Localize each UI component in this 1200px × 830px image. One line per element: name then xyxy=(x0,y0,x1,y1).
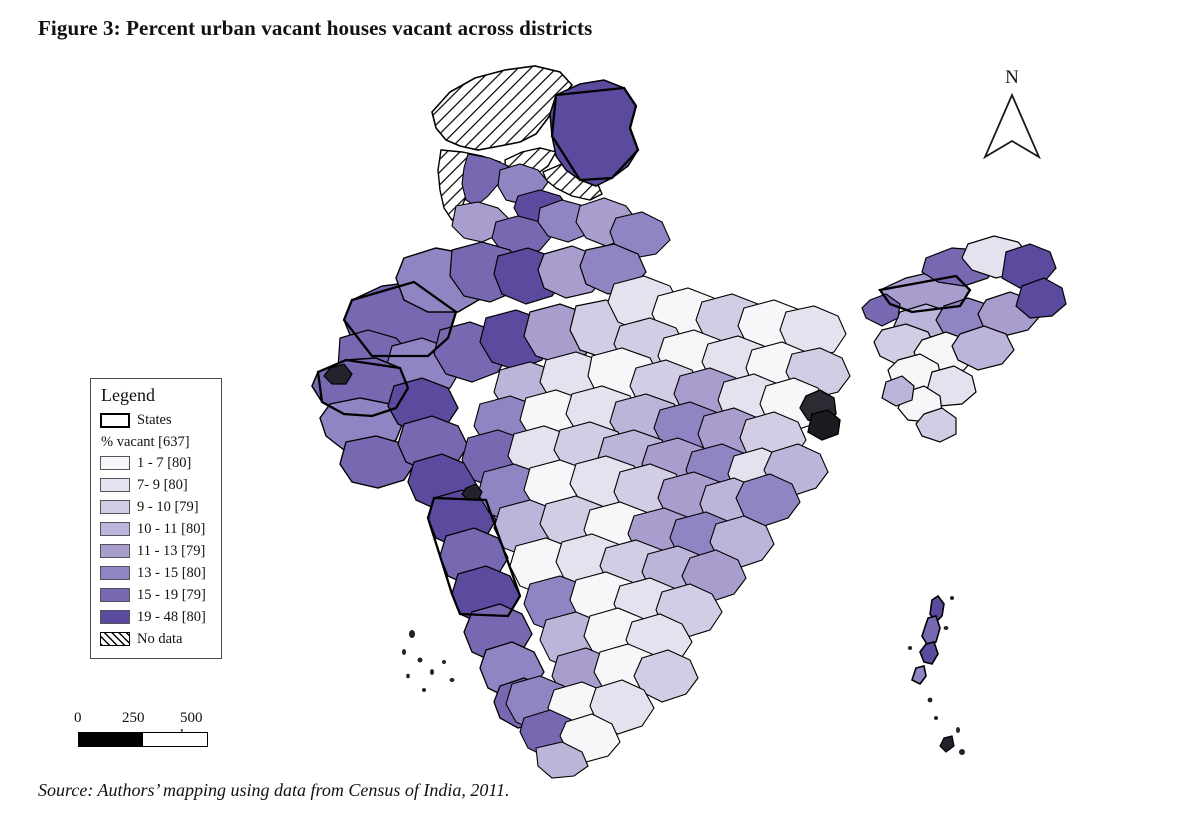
scalebar-graphic xyxy=(78,732,208,747)
class-swatch-3 xyxy=(100,522,130,537)
legend-label-class-7: 19 - 48 [80] xyxy=(137,609,206,626)
legend-row-class-4[interactable]: 11 - 13 [79] xyxy=(100,541,213,562)
legend-row-nodata[interactable]: No data xyxy=(100,629,213,650)
class-swatch-7 xyxy=(100,610,130,625)
district-group-northeast xyxy=(861,235,1067,443)
legend-label-class-6: 15 - 19 [79] xyxy=(137,587,206,604)
legend-row-class-3[interactable]: 10 - 11 [80] xyxy=(100,519,213,540)
district-group-northwest xyxy=(311,79,671,729)
page-title: Figure 3: Percent urban vacant houses va… xyxy=(38,16,593,40)
legend-row-class-5[interactable]: 13 - 15 [80] xyxy=(100,563,213,584)
legend-variable-header: % vacant [637] xyxy=(101,433,190,450)
scale-tick-250: 250 xyxy=(122,710,145,726)
legend-label-nodata: No data xyxy=(137,631,183,648)
andaman-nicobar-islands xyxy=(908,594,965,755)
legend-title: Legend xyxy=(101,385,155,405)
legend-row-class-1[interactable]: 7- 9 [80] xyxy=(100,475,213,496)
class-swatch-0 xyxy=(100,456,130,471)
lakshadweep-islands xyxy=(402,630,455,692)
class-swatch-4 xyxy=(100,544,130,559)
class-swatch-1 xyxy=(100,478,130,493)
state-boundaries xyxy=(316,86,972,618)
scalebar-segment-filled xyxy=(79,733,143,746)
north-arrow-icon xyxy=(983,92,1041,160)
scale-tick-0: 0 xyxy=(74,710,82,726)
legend-label-class-5: 13 - 15 [80] xyxy=(137,565,206,582)
class-swatch-2 xyxy=(100,500,130,515)
legend-row-class-2[interactable]: 9 - 10 [79] xyxy=(100,497,213,518)
legend-row-class-0[interactable]: 1 - 7 [80] xyxy=(100,453,213,474)
north-arrow-label: N xyxy=(1005,67,1019,88)
legend-label-class-2: 9 - 10 [79] xyxy=(137,499,199,516)
delta-dense-cluster xyxy=(323,363,841,501)
legend-row-class-6[interactable]: 15 - 19 [79] xyxy=(100,585,213,606)
class-swatch-5 xyxy=(100,566,130,581)
district-group-east xyxy=(477,455,801,639)
district-group-central xyxy=(461,275,851,503)
map-scalebar: 0 250 500 km xyxy=(72,710,222,747)
legend-label-class-4: 11 - 13 [79] xyxy=(137,543,206,560)
district-group-south xyxy=(505,607,699,779)
legend-row-class-7[interactable]: 19 - 48 [80] xyxy=(100,607,213,628)
legend-row-states[interactable]: States xyxy=(100,410,213,431)
map-legend: Legend States % vacant [637] 1 - 7 [80] … xyxy=(90,378,222,659)
legend-label-class-0: 1 - 7 [80] xyxy=(137,455,192,472)
states-swatch-icon xyxy=(100,412,130,428)
scalebar-ticks: 0 250 500 km xyxy=(72,710,222,743)
north-arrow: N xyxy=(975,68,1049,168)
legend-label-class-3: 10 - 11 [80] xyxy=(137,521,206,538)
legend-label-class-1: 7- 9 [80] xyxy=(137,477,188,494)
legend-label-states: States xyxy=(137,412,172,429)
nodata-hatch-swatch-icon xyxy=(100,632,130,647)
class-swatch-6 xyxy=(100,588,130,603)
source-note: Source: Authors’ mapping using data from… xyxy=(38,780,510,800)
map-layer-districts xyxy=(311,65,1067,779)
scalebar-segment-empty xyxy=(143,733,207,746)
